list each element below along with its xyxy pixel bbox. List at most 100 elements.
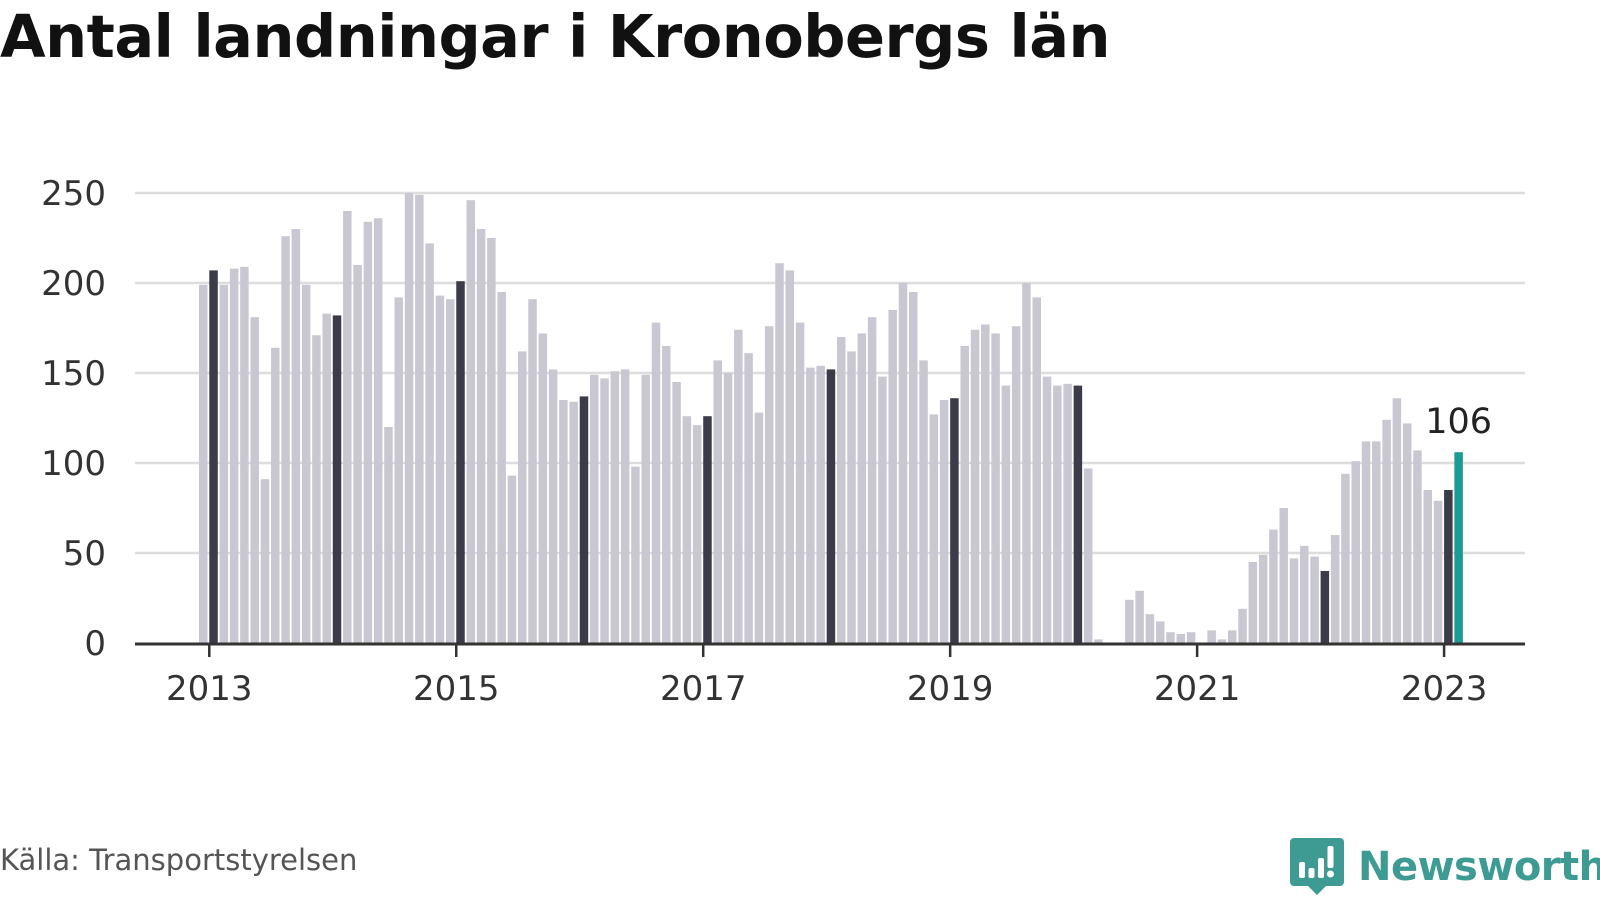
bar: [662, 346, 671, 643]
y-tick-label: 50: [63, 534, 106, 574]
bar: [1269, 529, 1278, 643]
bar: [1094, 639, 1103, 643]
bar: [1279, 508, 1288, 643]
bar: [497, 292, 506, 643]
bar: [353, 265, 362, 643]
bar: [1083, 468, 1093, 643]
bar: [209, 270, 218, 643]
bar: [631, 466, 640, 643]
bars: [199, 193, 1463, 644]
bar: [1238, 608, 1247, 643]
bar: [1320, 571, 1330, 643]
bar: [569, 401, 578, 643]
newsworthy-logo-icon: [1290, 838, 1344, 895]
bar: [795, 322, 805, 643]
annotations: 106: [1425, 402, 1492, 442]
bar: [826, 369, 836, 643]
y-tick-label: 200: [41, 264, 106, 304]
bar: [1248, 562, 1258, 643]
x-tick-label: 2015: [413, 669, 500, 709]
y-tick-label: 250: [41, 174, 106, 214]
bar: [528, 299, 537, 643]
bar: [878, 376, 887, 643]
bar: [271, 347, 280, 643]
bar: [1413, 450, 1422, 643]
bar: [1351, 461, 1360, 643]
bar: [692, 425, 702, 643]
bar: [219, 284, 229, 643]
bar: [1011, 326, 1021, 643]
bar: [260, 479, 270, 643]
bar: [888, 310, 897, 643]
bar: [415, 194, 424, 644]
bar: [332, 315, 342, 643]
bar: [240, 266, 249, 643]
bar: [672, 382, 681, 643]
bar: [723, 373, 733, 643]
bar: [620, 369, 630, 643]
bar: [867, 317, 877, 643]
brand-logo[interactable]: Newsworthy: [1290, 838, 1600, 896]
bar: [1042, 376, 1052, 643]
bar: [1053, 385, 1062, 643]
bar: [1032, 297, 1041, 643]
bar: [785, 270, 795, 643]
bar: [744, 353, 753, 643]
bar: [909, 292, 918, 643]
x-tick-label: 2021: [1154, 669, 1241, 709]
bar: [456, 281, 465, 643]
bar: [651, 322, 661, 643]
bar: [682, 416, 692, 643]
x-tick-label: 2017: [660, 669, 747, 709]
bar: [538, 333, 548, 643]
bar: [1135, 590, 1144, 643]
bar: [1444, 490, 1453, 643]
bar: [1063, 383, 1072, 643]
bar: [1166, 632, 1175, 643]
bar: [487, 238, 496, 643]
y-tick-label: 100: [41, 444, 106, 484]
bar: [394, 297, 404, 643]
bar: [445, 299, 455, 643]
bar: [384, 427, 393, 643]
bar: [1454, 452, 1463, 643]
bar: [981, 324, 990, 643]
bar: [1176, 634, 1186, 643]
bar: [1073, 385, 1083, 643]
bar: [1310, 556, 1319, 643]
bar: [281, 236, 290, 643]
bar: [836, 337, 846, 643]
brand-name: Newsworthy: [1358, 844, 1600, 890]
bar: [1186, 632, 1196, 643]
bar: [970, 329, 980, 643]
bar: [301, 284, 311, 643]
bar: [548, 369, 558, 643]
bar: [713, 360, 722, 643]
bar: [1361, 441, 1371, 643]
x-axis: 2013 2015 2017 2019 2021 2023: [135, 642, 1525, 709]
bar: [939, 400, 949, 643]
bar: [291, 229, 301, 643]
bar: [950, 398, 959, 643]
bar: [991, 333, 1000, 643]
x-tick-label: 2023: [1401, 669, 1488, 709]
x-tick-label: 2019: [907, 669, 994, 709]
bar: [363, 221, 373, 644]
bar: [641, 374, 650, 643]
bar: [579, 396, 589, 643]
bar: [1289, 558, 1299, 643]
bar: [1145, 614, 1155, 643]
bar: [703, 416, 712, 643]
bar: [322, 313, 331, 643]
y-axis-ticks: 0 50 100 150 200 250: [41, 174, 106, 664]
bar: [1382, 419, 1391, 643]
bar: [734, 329, 743, 643]
bar: [404, 193, 414, 643]
bar: [229, 268, 239, 643]
bar: [1341, 473, 1350, 643]
bar: [929, 414, 939, 643]
bar: [919, 360, 928, 643]
bar: [960, 346, 969, 643]
bar: [250, 317, 259, 643]
